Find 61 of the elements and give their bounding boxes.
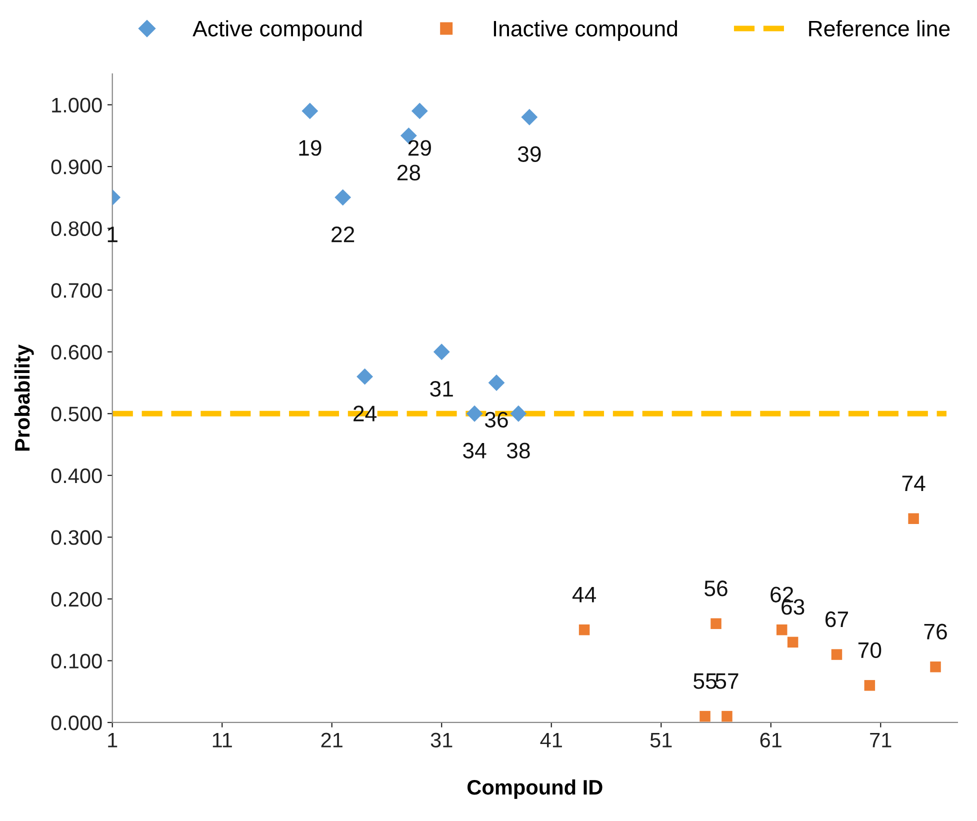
annotation: 57 <box>716 673 738 689</box>
point <box>578 624 590 636</box>
y-tick-label: 0.000 <box>51 715 102 730</box>
point <box>356 368 374 385</box>
x-tick-label: 71 <box>870 732 892 748</box>
annotation: 38 <box>506 442 530 458</box>
legend-label: Active compound <box>192 20 362 41</box>
x-tick-label: 11 <box>212 732 232 748</box>
point <box>710 618 722 630</box>
x-tick-label: 1 <box>108 732 118 748</box>
legend-label: Inactive compound <box>494 20 677 41</box>
point <box>466 405 483 422</box>
point <box>334 189 352 206</box>
point <box>488 374 505 391</box>
y-tick-label: 0.600 <box>51 344 102 360</box>
annotation: 22 <box>332 226 354 242</box>
y-tick-label: 0.300 <box>51 530 102 545</box>
point <box>864 680 876 691</box>
y-tick-label: 0.400 <box>51 468 102 484</box>
y-tick-label: 0.900 <box>51 160 102 174</box>
x-tick-label: 61 <box>760 732 782 748</box>
point <box>510 405 527 422</box>
y-tick-label: 0.100 <box>51 654 102 668</box>
legend-label: Reference line <box>809 20 950 37</box>
annotation: 29 <box>408 140 431 156</box>
point <box>787 636 798 648</box>
annotation: 28 <box>397 164 420 181</box>
annotation: 56 <box>704 580 728 596</box>
x-tick-label: 51 <box>650 732 672 748</box>
point <box>521 108 538 126</box>
point <box>302 102 318 120</box>
annotation: 34 <box>463 442 486 458</box>
annotation: 44 <box>572 586 596 602</box>
y-tick-label: 0.800 <box>51 221 102 236</box>
point <box>433 344 450 360</box>
x-tick-label: 21 <box>321 732 342 748</box>
x-tick-label: 41 <box>540 732 562 748</box>
x-tick-label: 31 <box>430 732 452 748</box>
annotation: 31 <box>430 380 453 397</box>
annotation: 74 <box>902 476 926 492</box>
annotation: 67 <box>826 611 848 628</box>
y-tick-label: 0.200 <box>51 592 102 607</box>
x-axis-title: Compound ID <box>467 779 602 799</box>
y-tick-label: 0.700 <box>51 283 102 298</box>
point <box>831 649 842 660</box>
annotation: 36 <box>484 412 508 428</box>
point <box>776 624 788 636</box>
point <box>930 662 941 672</box>
annotation: 39 <box>518 146 541 162</box>
point <box>908 513 919 524</box>
point <box>722 710 732 722</box>
annotation: 55 <box>694 673 716 689</box>
annotation: 1 <box>108 226 118 242</box>
point <box>700 710 710 722</box>
y-tick-label: 1.000 <box>52 98 102 113</box>
annotation: 70 <box>858 642 882 658</box>
y-axis-title: Probability <box>14 344 34 451</box>
point <box>411 102 428 120</box>
y-tick-label: 0.500 <box>51 406 102 422</box>
annotation: 76 <box>924 624 947 640</box>
annotation: 19 <box>299 140 322 156</box>
